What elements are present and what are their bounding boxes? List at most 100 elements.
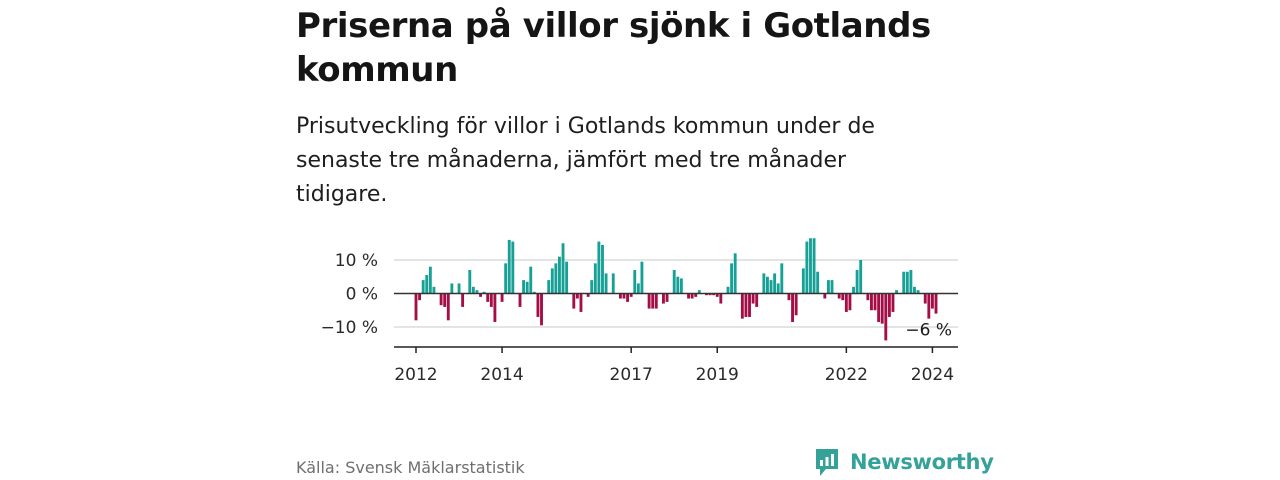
bar-positive	[558, 256, 561, 294]
bar-positive	[895, 290, 898, 294]
newsworthy-brand[interactable]: Newsworthy	[814, 446, 994, 478]
bar-negative	[930, 293, 934, 309]
brand-name: Newsworthy	[850, 450, 994, 474]
bar-negative	[794, 293, 798, 316]
bar-negative	[443, 293, 447, 307]
bar-positive	[561, 243, 565, 294]
bar-positive	[801, 268, 805, 294]
x-tick-label: 2019	[696, 365, 739, 385]
bar-positive	[504, 263, 508, 294]
bar-positive	[475, 290, 479, 294]
bar-negative	[687, 293, 690, 299]
bar-positive	[507, 239, 511, 294]
y-tick-label: 10 %	[335, 251, 378, 271]
bar-positive	[425, 275, 429, 294]
x-tick-label: 2017	[610, 365, 653, 385]
bar-positive	[450, 283, 454, 294]
bar-positive	[482, 291, 486, 294]
bar-positive	[471, 286, 475, 294]
bar-positive	[826, 280, 830, 294]
bar-positive	[633, 270, 637, 294]
bar-negative	[740, 293, 744, 319]
label-layer: 10 % 0 % −10 % 2012 2014 2017 2019 2022 2024 −6 %	[321, 251, 954, 385]
bar-positive	[604, 273, 608, 294]
bar-positive	[601, 244, 604, 294]
bar-negative	[572, 293, 576, 309]
y-tick-label: 0 %	[346, 285, 378, 305]
bar-positive	[468, 270, 472, 294]
bar-negative	[654, 293, 658, 309]
bar-positive	[905, 271, 909, 294]
bar-negative	[715, 293, 719, 297]
bar-positive	[697, 290, 701, 294]
bar-layer	[414, 238, 938, 341]
bar-negative	[841, 293, 845, 301]
bar-negative	[755, 293, 759, 307]
bar-positive	[830, 280, 834, 294]
source-note: Källa: Svensk Mäklarstatistik	[296, 458, 525, 477]
bar-positive	[780, 263, 784, 294]
bar-positive	[816, 271, 820, 294]
bar-negative	[923, 293, 927, 304]
bar-positive	[855, 270, 859, 294]
bar-negative	[927, 293, 931, 319]
bar-positive	[676, 276, 680, 294]
bar-positive	[640, 261, 644, 294]
bar-positive	[776, 283, 780, 294]
grid-layer	[394, 259, 958, 328]
bar-negative	[690, 293, 694, 299]
bar-negative	[787, 293, 791, 301]
bar-positive	[550, 268, 554, 294]
axis-layer	[394, 292, 958, 353]
bar-negative	[493, 293, 497, 322]
bar-positive	[432, 286, 436, 294]
bar-negative	[791, 293, 794, 322]
bar-negative	[744, 293, 748, 317]
bar-negative	[414, 293, 418, 321]
bar-positive	[529, 266, 533, 294]
bar-positive	[726, 286, 730, 294]
bar-negative	[748, 293, 751, 317]
bar-negative	[719, 293, 723, 304]
bar-negative	[705, 293, 708, 296]
bar-negative	[618, 293, 622, 299]
bar-positive	[511, 241, 515, 294]
bar-positive	[611, 273, 615, 294]
bar-negative	[622, 293, 626, 299]
bar-positive	[852, 286, 855, 294]
bar-negative	[823, 293, 827, 299]
bar-positive	[909, 270, 913, 294]
bar-positive	[457, 283, 461, 294]
bar-negative	[500, 293, 504, 302]
bar-negative	[891, 293, 895, 312]
bar-positive	[636, 283, 640, 294]
bar-positive	[733, 253, 737, 294]
bar-negative	[439, 293, 443, 306]
x-tick-label: 2012	[394, 365, 437, 385]
bar-positive	[812, 238, 816, 294]
bar-negative	[479, 293, 482, 297]
bar-negative	[647, 293, 651, 309]
chart-title: Priserna på villor sjönk i Gotlands komm…	[296, 6, 931, 90]
bar-negative	[877, 293, 881, 322]
bar-negative	[418, 293, 422, 301]
bar-negative	[446, 293, 450, 321]
bar-negative	[873, 293, 877, 311]
newsworthy-logo-icon	[816, 449, 838, 476]
bar-positive	[902, 271, 906, 294]
bar-positive	[730, 263, 734, 294]
bar-negative	[662, 293, 665, 304]
bar-negative	[575, 293, 579, 299]
bar-positive	[525, 281, 529, 294]
bar-positive	[547, 280, 551, 294]
bar-positive	[428, 266, 432, 294]
bar-positive	[859, 260, 863, 294]
bar-negative	[461, 293, 465, 307]
bar-negative	[866, 293, 870, 301]
bar-positive	[769, 280, 773, 294]
bar-negative	[626, 293, 630, 302]
x-tick-label: 2024	[911, 365, 954, 385]
bar-negative	[486, 293, 490, 302]
bar-positive	[590, 280, 594, 294]
bar-positive	[916, 290, 920, 294]
